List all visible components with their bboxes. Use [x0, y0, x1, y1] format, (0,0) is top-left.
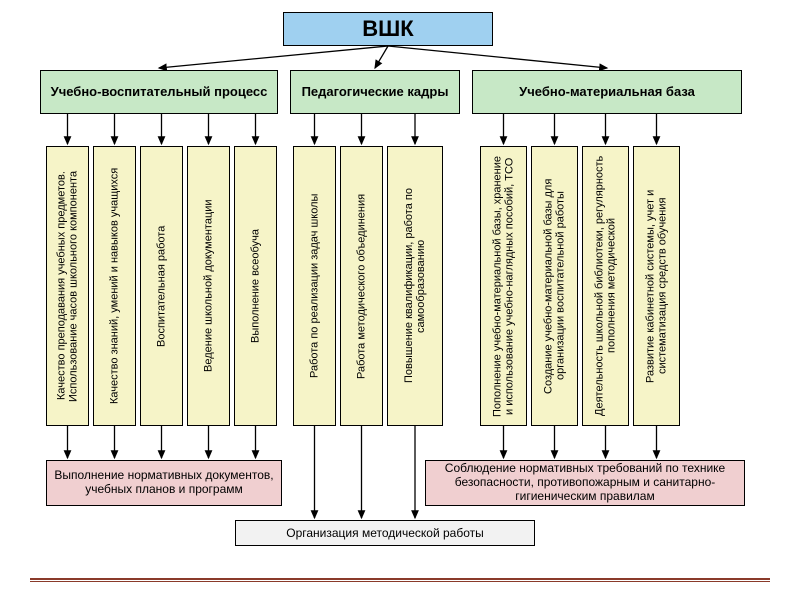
category-1: Педагогические кадры: [290, 70, 460, 114]
leaf-3: Ведение школьной документации: [187, 146, 230, 426]
leaf-10: Деятельность школьной библиотеки, регуля…: [582, 146, 629, 426]
top-title: ВШК: [283, 12, 493, 46]
leaf-5: Работа по реализации задач школы: [293, 146, 336, 426]
bottom-box-0: Выполнение нормативных документов, учебн…: [46, 460, 282, 506]
leaf-8: Пополнение учебно-материальной базы, хра…: [480, 146, 527, 426]
method-box: Организация методической работы: [235, 520, 535, 546]
leaf-4: Выполнение всеобуча: [234, 146, 277, 426]
leaf-6: Работа методического объединения: [340, 146, 383, 426]
leaf-9: Создание учебно-материальной базы для ор…: [531, 146, 578, 426]
leaf-1: Качество знаний, умений и навыков учащих…: [93, 146, 136, 426]
leaf-7: Повышение квалификации, работа по самооб…: [387, 146, 443, 426]
leaf-2: Воспитательная работа: [140, 146, 183, 426]
leaf-0: Качество преподавания учебных предметов.…: [46, 146, 89, 426]
bottom-box-1: Соблюдение нормативных требований по тех…: [425, 460, 745, 506]
leaf-11: Развитие кабинетной системы, учет и сист…: [633, 146, 680, 426]
category-2: Учебно-материальная база: [472, 70, 742, 114]
category-0: Учебно-воспитательный процесс: [40, 70, 278, 114]
